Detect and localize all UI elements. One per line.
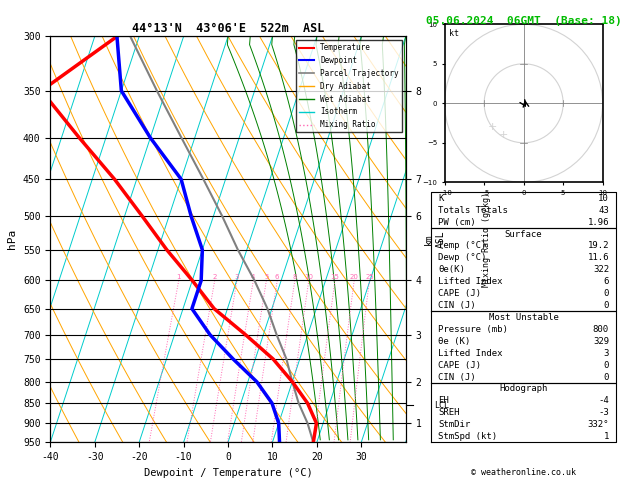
Text: 10: 10 [598,194,609,203]
Text: 5: 5 [264,275,269,280]
Text: CIN (J): CIN (J) [438,373,476,382]
Title: 44°13'N  43°06'E  522m  ASL: 44°13'N 43°06'E 522m ASL [132,22,324,35]
Text: Pressure (mb): Pressure (mb) [438,325,508,334]
Text: 322: 322 [593,265,609,274]
Text: 19.2: 19.2 [587,242,609,250]
Y-axis label: hPa: hPa [8,229,18,249]
Text: 800: 800 [593,325,609,334]
Text: 6: 6 [604,277,609,286]
Text: 329: 329 [593,337,609,346]
Text: Most Unstable: Most Unstable [489,313,559,322]
Text: Temp (°C): Temp (°C) [438,242,487,250]
Text: EH: EH [438,397,449,405]
Text: 3: 3 [604,348,609,358]
Text: Dewp (°C): Dewp (°C) [438,253,487,262]
Text: 20: 20 [350,275,359,280]
Text: 4: 4 [251,275,255,280]
Text: +: + [487,122,497,132]
Text: 43: 43 [598,206,609,215]
Text: 6: 6 [275,275,279,280]
Text: PW (cm): PW (cm) [438,218,476,226]
Text: 1: 1 [604,432,609,441]
Legend: Temperature, Dewpoint, Parcel Trajectory, Dry Adiabat, Wet Adiabat, Isotherm, Mi: Temperature, Dewpoint, Parcel Trajectory… [296,40,402,132]
Text: SREH: SREH [438,408,460,417]
Text: CAPE (J): CAPE (J) [438,289,481,298]
Text: Lifted Index: Lifted Index [438,277,503,286]
Text: 10: 10 [304,275,313,280]
Text: kt: kt [448,29,459,38]
Text: K: K [438,194,443,203]
Text: 1: 1 [177,275,181,280]
Text: θe(K): θe(K) [438,265,465,274]
Text: 8: 8 [292,275,297,280]
Text: 0: 0 [604,301,609,310]
Text: 0: 0 [604,361,609,370]
Text: 3: 3 [235,275,239,280]
Text: 25: 25 [365,275,374,280]
Text: Hodograph: Hodograph [499,384,548,394]
Text: StmSpd (kt): StmSpd (kt) [438,432,498,441]
Text: +: + [499,130,509,140]
Text: 0: 0 [604,289,609,298]
Text: Mixing Ratio (g/kg): Mixing Ratio (g/kg) [482,192,491,287]
Text: 15: 15 [331,275,340,280]
Text: θe (K): θe (K) [438,337,470,346]
Text: LCL: LCL [434,400,449,410]
Text: Lifted Index: Lifted Index [438,348,503,358]
Text: Surface: Surface [505,229,542,239]
Text: 1.96: 1.96 [587,218,609,226]
Text: 05.06.2024  06GMT  (Base: 18): 05.06.2024 06GMT (Base: 18) [426,16,621,26]
Text: -4: -4 [598,397,609,405]
Text: 11.6: 11.6 [587,253,609,262]
Text: 332°: 332° [587,420,609,429]
Text: -3: -3 [598,408,609,417]
Y-axis label: km
ASL: km ASL [424,230,446,248]
Text: StmDir: StmDir [438,420,470,429]
Text: CIN (J): CIN (J) [438,301,476,310]
Text: Totals Totals: Totals Totals [438,206,508,215]
Text: 0: 0 [604,373,609,382]
Text: CAPE (J): CAPE (J) [438,361,481,370]
X-axis label: Dewpoint / Temperature (°C): Dewpoint / Temperature (°C) [143,468,313,478]
Text: © weatheronline.co.uk: © weatheronline.co.uk [471,468,576,477]
Text: 2: 2 [213,275,217,280]
